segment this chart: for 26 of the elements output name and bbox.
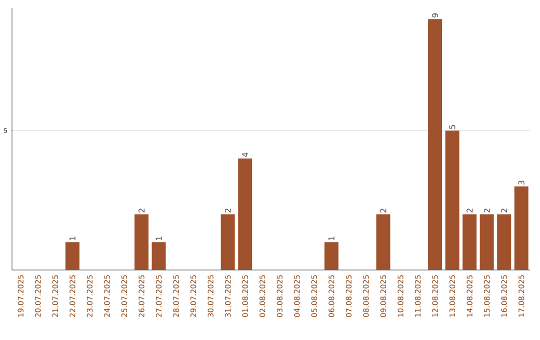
bar [480, 214, 494, 270]
data-label: 5 [449, 125, 456, 129]
data-label: 4 [242, 152, 248, 157]
bar [220, 214, 235, 270]
bar [462, 214, 477, 270]
bar [238, 158, 252, 270]
bar [376, 214, 390, 270]
data-label: 1 [328, 236, 334, 240]
data-label: 2 [138, 208, 144, 212]
bar [134, 214, 148, 270]
bar [497, 214, 512, 270]
data-label: 2 [484, 208, 490, 212]
data-label: 2 [380, 208, 386, 212]
bar [65, 242, 80, 270]
data-label: 9 [432, 13, 438, 18]
data-label: 1 [156, 236, 162, 240]
bar [514, 186, 528, 270]
data-label: 2 [501, 208, 508, 212]
bar [428, 19, 442, 270]
data-label: 3 [518, 180, 524, 185]
data-label: 2 [466, 208, 473, 212]
bar [152, 242, 166, 270]
bar [445, 130, 460, 270]
data-label: 2 [224, 208, 231, 212]
data-label: 1 [70, 236, 76, 240]
bar [324, 242, 338, 270]
